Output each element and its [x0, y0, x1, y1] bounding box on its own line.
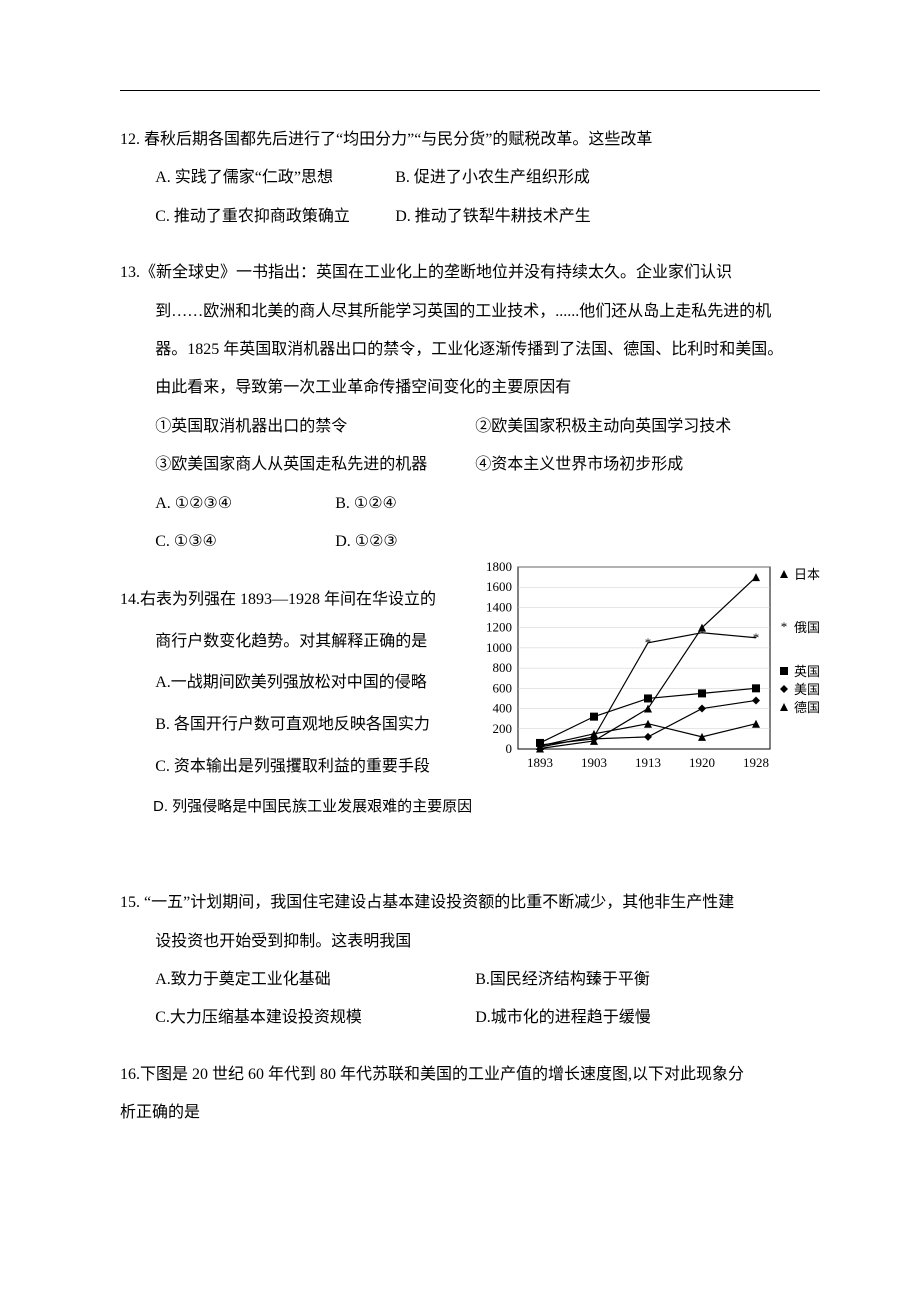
- q14-opt-c: C. 资本输出是列强攫取利益的重要手段: [120, 746, 440, 788]
- svg-text:*: *: [645, 635, 652, 650]
- svg-text:400: 400: [493, 701, 513, 716]
- q15-opt-b: B.国民经济结构臻于平衡: [475, 961, 650, 999]
- svg-text:*: *: [781, 619, 788, 634]
- q13-stem3: 器。1825 年英国取消机器出口的禁令，工业化逐渐传播到了法国、德国、比利时和美…: [120, 331, 820, 369]
- q12-opt-b: B. 促进了小农生产组织形成: [395, 159, 590, 197]
- svg-text:1913: 1913: [635, 755, 661, 770]
- svg-text:600: 600: [493, 681, 513, 696]
- svg-text:1000: 1000: [486, 640, 512, 655]
- svg-text:0: 0: [506, 741, 513, 756]
- q13-s4: ④资本主义世界市场初步形成: [475, 446, 683, 484]
- q13-stem2: 到……欧洲和北美的商人尽其所能学习英国的工业技术，......他们还从岛上走私先…: [120, 293, 820, 331]
- q14-opt-a: A.一战期间欧美列强放松对中国的侵略: [120, 662, 440, 704]
- q13-opt-d: D. ①②③: [335, 523, 398, 561]
- q15-stem1: 15. “一五”计划期间，我国住宅建设占基本建设投资额的比重不断减少，其他非生产…: [120, 884, 820, 922]
- svg-text:1200: 1200: [486, 620, 512, 635]
- q16-stem1: 16.下图是 20 世纪 60 年代到 80 年代苏联和美国的工业产值的增长速度…: [120, 1056, 820, 1094]
- q15-opt-c: C.大力压缩基本建设投资规模: [155, 999, 475, 1037]
- question-15: 15. “一五”计划期间，我国住宅建设占基本建设投资额的比重不断减少，其他非生产…: [120, 884, 820, 1038]
- q13-opt-c: C. ①③④: [155, 523, 335, 561]
- q14-stem2: 商行户数变化趋势。对其解释正确的是: [120, 621, 440, 663]
- svg-text:*: *: [753, 630, 760, 645]
- q13-stem4: 由此看来，导致第一次工业革命传播空间变化的主要原因有: [120, 369, 820, 407]
- q13-opt-b: B. ①②④: [335, 485, 397, 523]
- top-rule: [120, 90, 820, 91]
- svg-text:美国: 美国: [794, 682, 820, 697]
- q13-statements: ①英国取消机器出口的禁令 ②欧美国家积极主动向英国学习技术 ③欧美国家商人从英国…: [120, 408, 820, 485]
- svg-text:1600: 1600: [486, 580, 512, 595]
- q16-stem2: 析正确的是: [120, 1094, 820, 1132]
- q13-s2: ②欧美国家积极主动向英国学习技术: [475, 408, 731, 446]
- svg-text:1903: 1903: [581, 755, 607, 770]
- svg-text:200: 200: [493, 721, 513, 736]
- q14-chart: 0 200 400 600 800 1000 1200 1400 1600 1800 1893 190…: [470, 549, 830, 799]
- q13-stem1: 13.《新全球史》一书指出：英国在工业化上的垄断地位并没有持续太久。企业家们认识: [120, 254, 820, 292]
- svg-text:800: 800: [493, 660, 513, 675]
- chart-svg: 0 200 400 600 800 1000 1200 1400 1600 1800 1893 190…: [470, 549, 830, 799]
- svg-text:1893: 1893: [527, 755, 553, 770]
- q14-text-block: 14.右表为列强在 1893—1928 年间在华设立的 商行户数变化趋势。对其解…: [120, 579, 440, 787]
- svg-text:1928: 1928: [743, 755, 769, 770]
- q14-stem1: 14.右表为列强在 1893—1928 年间在华设立的: [120, 579, 440, 621]
- spacer: [120, 844, 820, 884]
- q14-opt-b: B. 各国开行户数可直观地反映各国实力: [120, 704, 440, 746]
- q12-opts-row1: A. 实践了儒家“仁政”思想 B. 促进了小农生产组织形成: [120, 159, 820, 197]
- q13-opt-a: A. ①②③④: [155, 485, 335, 523]
- question-12: 12. 春秋后期各国都先后进行了“均田分力”“与民分货”的赋税改革。这些改革 A…: [120, 121, 820, 236]
- q15-opts: A.致力于奠定工业化基础 B.国民经济结构臻于平衡 C.大力压缩基本建设投资规模…: [120, 961, 820, 1038]
- document-page: 12. 春秋后期各国都先后进行了“均田分力”“与民分货”的赋税改革。这些改革 A…: [0, 0, 920, 1211]
- q12-stem: 12. 春秋后期各国都先后进行了“均田分力”“与民分货”的赋税改革。这些改革: [120, 121, 820, 159]
- svg-text:日本: 日本: [794, 567, 820, 582]
- q15-opt-d: D.城市化的进程趋于缓慢: [475, 999, 651, 1037]
- q15-stem2: 设投资也开始受到抑制。这表明我国: [120, 923, 820, 961]
- svg-text:德国: 德国: [794, 700, 820, 715]
- q13-s1: ①英国取消机器出口的禁令: [155, 408, 475, 446]
- svg-text:*: *: [699, 625, 706, 640]
- svg-text:1920: 1920: [689, 755, 715, 770]
- q12-opts-row2: C. 推动了重农抑商政策确立 D. 推动了铁犁牛耕技术产生: [120, 198, 820, 236]
- q13-s3: ③欧美国家商人从英国走私先进的机器: [155, 446, 475, 484]
- svg-text:1800: 1800: [486, 559, 512, 574]
- q12-opt-d: D. 推动了铁犁牛耕技术产生: [395, 198, 591, 236]
- q12-opt-a: A. 实践了儒家“仁政”思想: [155, 159, 395, 197]
- question-16: 16.下图是 20 世纪 60 年代到 80 年代苏联和美国的工业产值的增长速度…: [120, 1056, 820, 1133]
- question-13: 13.《新全球史》一书指出：英国在工业化上的垄断地位并没有持续太久。企业家们认识…: [120, 254, 820, 561]
- question-14: 14.右表为列强在 1893—1928 年间在华设立的 商行户数变化趋势。对其解…: [120, 579, 820, 826]
- svg-text:俄国: 俄国: [794, 620, 820, 635]
- q15-opt-a: A.致力于奠定工业化基础: [155, 961, 475, 999]
- q12-opt-c: C. 推动了重农抑商政策确立: [155, 198, 395, 236]
- svg-text:1400: 1400: [486, 600, 512, 615]
- svg-text:英国: 英国: [794, 664, 820, 679]
